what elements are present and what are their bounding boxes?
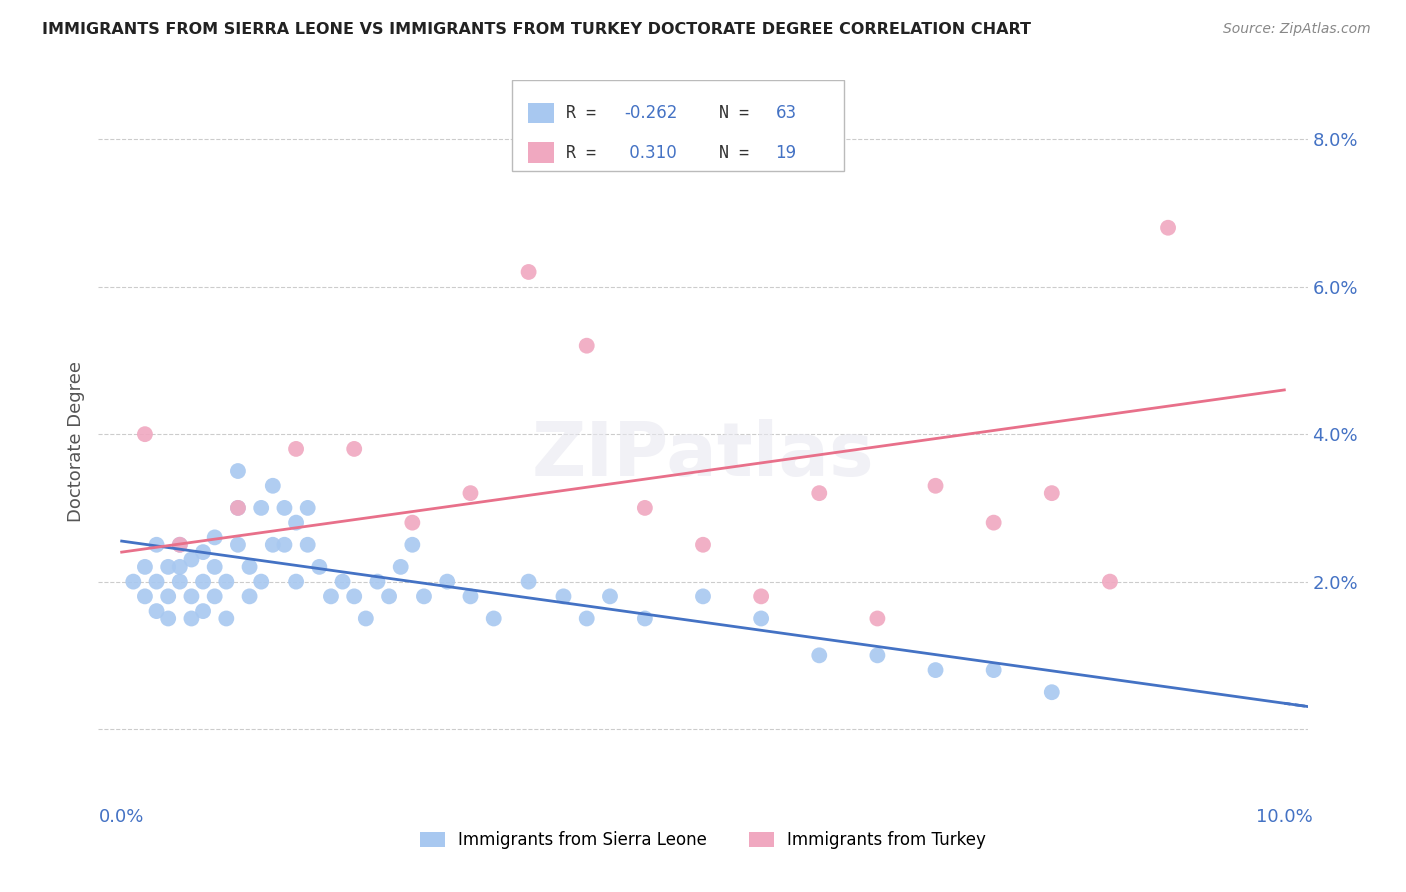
Point [983, 516, 1005, 530]
FancyBboxPatch shape [527, 103, 554, 123]
Point [319, 590, 342, 604]
Point [262, 538, 284, 552]
Point [436, 574, 458, 589]
Point [413, 590, 436, 604]
Point [157, 590, 180, 604]
Text: 0.310: 0.310 [624, 144, 678, 161]
Point [517, 574, 540, 589]
Point [285, 442, 308, 456]
Point [215, 611, 238, 625]
Point [226, 538, 249, 552]
Point [1040, 685, 1063, 699]
Point [1040, 486, 1063, 500]
Point [145, 538, 167, 552]
Point [122, 574, 145, 589]
Point [366, 574, 388, 589]
Point [273, 500, 295, 515]
Text: 63: 63 [776, 103, 797, 122]
Point [134, 427, 156, 442]
Point [808, 648, 831, 663]
Point [134, 560, 156, 574]
Text: R =: R = [567, 103, 606, 122]
Point [273, 538, 295, 552]
Point [1157, 220, 1180, 235]
Text: ZIPatlas: ZIPatlas [531, 419, 875, 492]
Point [634, 611, 657, 625]
Point [599, 590, 621, 604]
FancyBboxPatch shape [512, 80, 845, 170]
Point [482, 611, 505, 625]
Point [215, 574, 238, 589]
Point [297, 538, 319, 552]
Point [204, 590, 226, 604]
Point [226, 500, 249, 515]
Point [285, 574, 308, 589]
Point [226, 464, 249, 478]
Point [866, 648, 889, 663]
Point [866, 611, 889, 625]
Point [460, 590, 482, 604]
Point [553, 590, 575, 604]
Point [924, 663, 946, 677]
Text: R =: R = [567, 144, 616, 161]
Point [575, 611, 598, 625]
FancyBboxPatch shape [527, 143, 554, 162]
Point [808, 486, 831, 500]
Point [517, 265, 540, 279]
Point [145, 574, 167, 589]
Point [1098, 574, 1121, 589]
Point [378, 590, 401, 604]
Point [924, 479, 946, 493]
Point [749, 611, 772, 625]
Legend: Immigrants from Sierra Leone, Immigrants from Turkey: Immigrants from Sierra Leone, Immigrants… [413, 824, 993, 856]
Point [343, 442, 366, 456]
Point [134, 590, 156, 604]
Point [297, 500, 319, 515]
Point [169, 538, 191, 552]
Point [285, 516, 308, 530]
Point [191, 545, 214, 559]
Point [169, 574, 191, 589]
Point [191, 574, 214, 589]
Point [634, 500, 657, 515]
Text: -0.262: -0.262 [624, 103, 678, 122]
Point [169, 538, 191, 552]
Point [157, 611, 180, 625]
Text: IMMIGRANTS FROM SIERRA LEONE VS IMMIGRANTS FROM TURKEY DOCTORATE DEGREE CORRELAT: IMMIGRANTS FROM SIERRA LEONE VS IMMIGRAN… [42, 22, 1031, 37]
Text: Source: ZipAtlas.com: Source: ZipAtlas.com [1223, 22, 1371, 37]
Point [226, 500, 249, 515]
Point [250, 574, 273, 589]
Point [145, 604, 167, 618]
Point [983, 663, 1005, 677]
Point [204, 530, 226, 544]
Point [239, 590, 262, 604]
Point [749, 590, 772, 604]
Point [204, 560, 226, 574]
Point [191, 604, 214, 618]
Point [250, 500, 273, 515]
Point [262, 479, 284, 493]
Point [308, 560, 330, 574]
Point [180, 552, 202, 566]
Point [239, 560, 262, 574]
Y-axis label: Doctorate Degree: Doctorate Degree [66, 361, 84, 522]
Text: N =: N = [699, 103, 759, 122]
Point [354, 611, 377, 625]
Point [157, 560, 180, 574]
Point [692, 538, 714, 552]
Point [460, 486, 482, 500]
Point [180, 611, 202, 625]
Point [332, 574, 354, 589]
Point [389, 560, 412, 574]
Point [343, 590, 366, 604]
Point [401, 538, 423, 552]
Point [180, 590, 202, 604]
Point [169, 560, 191, 574]
Text: N =: N = [699, 144, 759, 161]
Point [575, 339, 598, 353]
Point [692, 590, 714, 604]
Point [401, 516, 423, 530]
Text: 19: 19 [776, 144, 797, 161]
